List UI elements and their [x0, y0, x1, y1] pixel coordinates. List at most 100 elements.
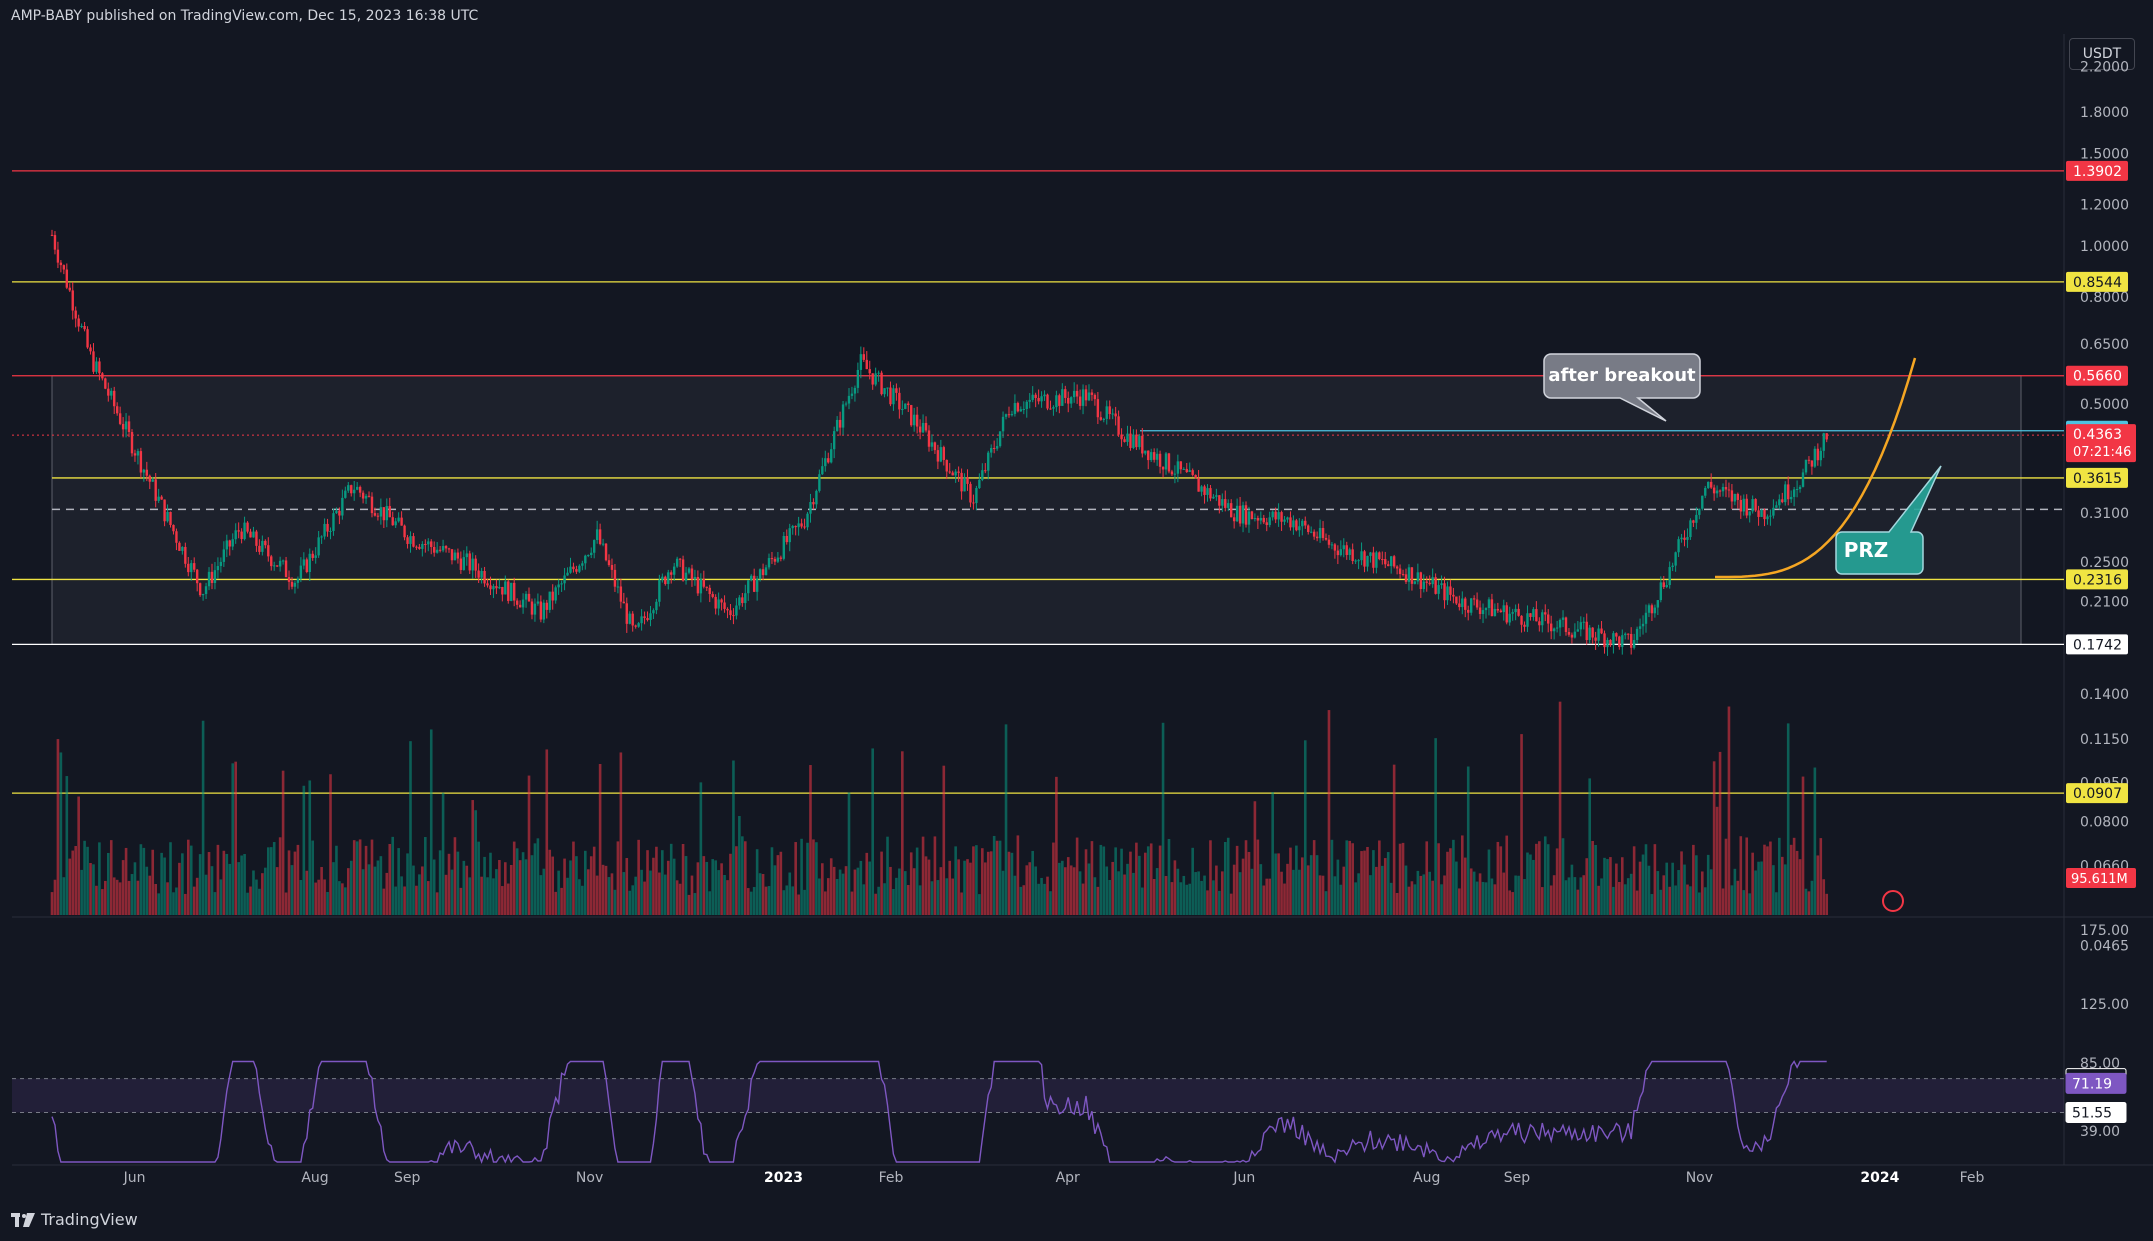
- level-tag-0.5660: [2066, 365, 2128, 386]
- candle-body: [1224, 499, 1227, 508]
- volume-bar: [1342, 866, 1346, 915]
- time-axis-label: Jun: [123, 1170, 146, 1186]
- candle-body: [1167, 453, 1171, 472]
- candle-body: [1484, 608, 1488, 611]
- volume-bar: [290, 865, 294, 915]
- volume-bar: [281, 770, 285, 915]
- volume-bar: [213, 892, 217, 915]
- candle-body: [101, 373, 104, 379]
- candle-body: [678, 558, 682, 560]
- volume-bar: [1416, 870, 1420, 915]
- volume-bar: [862, 884, 866, 915]
- volume-bar: [1389, 882, 1393, 915]
- price-tick-label: 1.2000: [2080, 197, 2129, 213]
- volume-bar: [139, 844, 143, 915]
- candle-body: [1499, 610, 1503, 613]
- volume-bar: [1212, 880, 1215, 915]
- candle-body: [507, 581, 510, 601]
- candle-body: [856, 369, 860, 388]
- volume-bar: [936, 880, 940, 915]
- candle-body: [1689, 520, 1692, 538]
- volume-bar: [1715, 806, 1719, 915]
- volume-bar: [1126, 863, 1129, 915]
- volume-bar: [409, 741, 412, 915]
- volume-bar: [1034, 866, 1037, 915]
- candle-body: [406, 537, 409, 544]
- volume-bar: [640, 869, 643, 915]
- volume-bar: [788, 872, 792, 915]
- volume-bar: [779, 851, 783, 915]
- candle-body: [139, 451, 143, 473]
- volume-bar: [302, 785, 306, 915]
- candle-body: [1354, 560, 1357, 562]
- candle-body: [684, 572, 688, 581]
- candle-body: [945, 459, 948, 472]
- volume-bar: [382, 888, 386, 915]
- candle-body: [104, 378, 107, 389]
- volume-bar: [1037, 883, 1040, 915]
- price-pane: [12, 34, 2064, 917]
- candle-body: [1603, 633, 1606, 648]
- candle-body: [435, 549, 439, 553]
- candle-body: [995, 446, 999, 449]
- volume-bar: [711, 859, 715, 915]
- candle-body: [634, 625, 637, 627]
- volume-bar: [1318, 875, 1322, 915]
- candle-body: [1321, 527, 1325, 538]
- candle-body: [889, 387, 892, 405]
- volume-bar: [995, 840, 999, 915]
- volume-bar: [163, 857, 166, 915]
- candle-body: [990, 448, 993, 453]
- volume-bar: [157, 893, 160, 915]
- high-value: 0.4409: [338, 42, 388, 58]
- volume-bar: [592, 846, 596, 915]
- candle-body: [1535, 609, 1538, 622]
- volume-bar: [714, 860, 717, 915]
- volume-bar: [844, 866, 848, 915]
- currency-button[interactable]: USDT: [2069, 38, 2135, 70]
- volume-bar: [501, 886, 504, 915]
- candle-body: [835, 419, 839, 432]
- candle-body: [1129, 433, 1132, 448]
- candle-body: [154, 479, 157, 501]
- candle-body: [957, 471, 960, 473]
- volume-bar: [1484, 882, 1488, 915]
- candle-body: [1363, 551, 1366, 567]
- volume-bar: [1209, 840, 1212, 915]
- candle-body: [853, 387, 857, 394]
- candle-body: [1176, 461, 1180, 474]
- volume-bar: [563, 858, 566, 915]
- candle-body: [1588, 627, 1591, 641]
- volume-bar: [459, 887, 463, 915]
- volume-bar: [175, 887, 178, 915]
- low-label: L: [396, 42, 405, 58]
- volume-bar: [1194, 872, 1197, 915]
- volume-bar: [652, 857, 655, 915]
- volume-bar: [610, 873, 614, 915]
- price-tick-label: 0.3100: [2080, 506, 2129, 522]
- volume-bar: [1218, 890, 1221, 915]
- volume-bar: [572, 841, 575, 915]
- candle-body: [136, 451, 140, 456]
- volume-bar: [299, 880, 303, 915]
- candle-body: [115, 406, 119, 414]
- volume-bar: [1620, 857, 1624, 915]
- candle-body: [936, 450, 940, 462]
- candle-body: [521, 599, 525, 608]
- level-tag-text-0.0907: 0.0907: [2073, 786, 2122, 802]
- volume-bar: [1703, 887, 1707, 915]
- time-axis-label: Feb: [879, 1170, 904, 1186]
- candle-body: [1496, 608, 1500, 611]
- volume-bar: [1120, 848, 1123, 915]
- time-axis-label: Apr: [1056, 1170, 1080, 1186]
- volume-bar: [1671, 862, 1674, 915]
- candle-body: [901, 408, 904, 410]
- countdown-text: 07:21:46: [2073, 445, 2131, 460]
- volume-bar: [258, 888, 261, 915]
- candle-body: [1025, 401, 1028, 409]
- time-axis-label: Sep: [394, 1170, 421, 1186]
- candle-body: [83, 326, 86, 330]
- volume-bar: [509, 864, 513, 915]
- candle-body: [178, 542, 181, 551]
